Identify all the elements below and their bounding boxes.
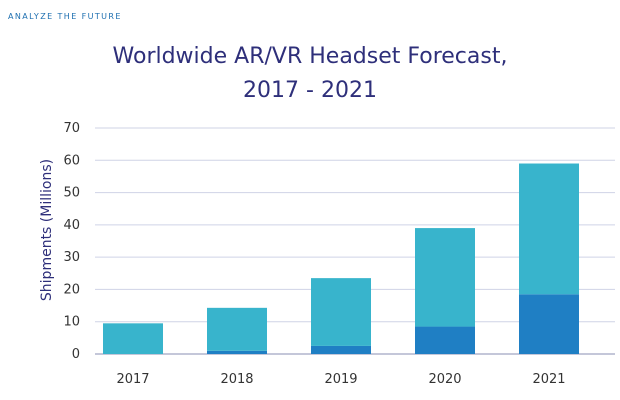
x-tick-label: 2017 [116, 372, 149, 387]
y-tick-label: 30 [63, 250, 80, 265]
x-tick-label: 2018 [220, 372, 253, 387]
y-tick-label: 10 [63, 315, 80, 330]
y-tick-label: 60 [63, 153, 80, 168]
bar-segment-2020-series-1 [415, 326, 475, 354]
bar-segment-2018-series-1 [207, 350, 267, 354]
x-tick-label: 2021 [532, 372, 565, 387]
y-tick-label: 20 [63, 282, 80, 297]
bar-segment-2020-series-2 [415, 228, 475, 327]
bar-segment-2019-series-1 [311, 345, 371, 354]
y-tick-label: 50 [63, 186, 80, 201]
bar-segment-2021-series-1 [519, 294, 579, 354]
bar-segment-2021-series-2 [519, 163, 579, 295]
bar-segment-2017-series-2 [103, 323, 163, 354]
chart-title-block: Worldwide AR/VR Headset Forecast, 2017 -… [0, 40, 620, 108]
x-tick-labels: 2017 2018 2019 2020 2021 [116, 372, 565, 387]
bar-segment-2018-series-2 [207, 307, 267, 351]
y-tick-label: 70 [63, 121, 80, 136]
y-tick-label: 40 [63, 218, 80, 233]
y-tick-label: 0 [72, 347, 80, 362]
x-tick-label: 2020 [428, 372, 461, 387]
bars [103, 163, 579, 354]
chart-title: Worldwide AR/VR Headset Forecast, [112, 44, 508, 69]
y-tick-labels: 0 10 20 30 40 50 60 70 [63, 121, 80, 362]
bar-segment-2019-series-2 [311, 278, 371, 346]
brand-tagline: ANALYZE THE FUTURE [8, 12, 122, 21]
y-axis-label: Shipments (Millions) [39, 159, 55, 301]
chart-subtitle: 2017 - 2021 [243, 78, 377, 103]
x-tick-label: 2019 [324, 372, 357, 387]
